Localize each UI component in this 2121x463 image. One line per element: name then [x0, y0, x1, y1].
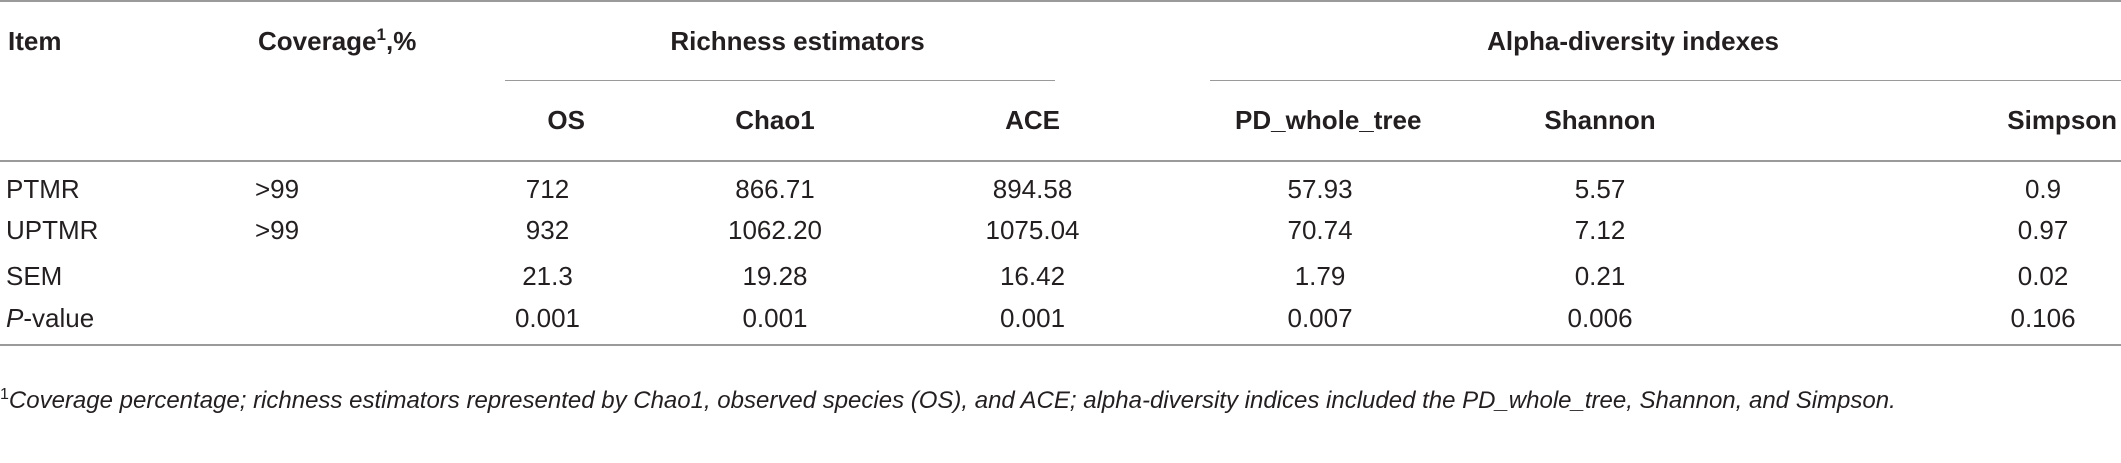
row-shannon: 0.006	[1567, 303, 1633, 333]
row-coverage	[160, 253, 430, 299]
richness-group-rule	[505, 80, 1056, 81]
row-simpson: 0.106	[2010, 303, 2076, 333]
row-chao1: 0.001	[742, 303, 808, 333]
row-ace: 894.58	[992, 174, 1073, 204]
row-coverage	[160, 299, 430, 345]
row-simpson: 0.97	[2017, 214, 2069, 245]
header-row-columns: OS Chao1 ACE PD_whole_tree Shannon Simps…	[0, 81, 2121, 161]
row-item: P-value	[6, 303, 95, 333]
header-simpson: Simpson	[2007, 105, 2118, 135]
header-richness-group: Richness estimators	[430, 1, 1135, 81]
header-chao1: Chao1	[735, 105, 815, 135]
row-chao1: 866.71	[735, 174, 815, 204]
header-blank-coverage	[160, 81, 430, 161]
table-row: SEM 21.3 19.28 16.42 1.79 0.21 0.02	[0, 253, 2121, 299]
richness-group-label: Richness estimators	[670, 26, 925, 56]
footnote-text: Coverage percentage; richness estimators…	[8, 387, 1896, 414]
table-row: P-value 0.001 0.001 0.001 0.007 0.006 0.…	[0, 299, 2121, 345]
row-item: SEM	[6, 260, 63, 291]
row-simpson: 0.9	[2024, 174, 2062, 204]
header-alpha-group: Alpha-diversity indexes	[1135, 1, 2121, 81]
row-coverage: >99	[255, 174, 300, 204]
row-coverage: >99	[255, 214, 300, 245]
row-chao1: 19.28	[742, 260, 808, 291]
row-ace: 16.42	[999, 260, 1066, 291]
header-os: OS	[547, 105, 585, 135]
row-os: 0.001	[514, 303, 581, 333]
row-ace: 0.001	[999, 303, 1066, 333]
alpha-group-label: Alpha-diversity indexes	[1487, 26, 1779, 56]
header-item: Item	[8, 26, 62, 56]
row-ace: 1075.04	[985, 214, 1080, 245]
p-italic: P	[6, 303, 24, 333]
header-ace: ACE	[1005, 105, 1061, 135]
row-pd: 0.007	[1287, 303, 1353, 333]
row-os: 712	[525, 174, 570, 204]
row-shannon: 5.57	[1574, 174, 1626, 204]
coverage-footnote-marker: 1	[376, 25, 386, 44]
footnote-marker: 1	[0, 386, 9, 403]
table-row: PTMR >99 712 866.71 894.58 57.93 5.57 0.…	[0, 161, 2121, 207]
row-item: UPTMR	[6, 214, 99, 245]
row-chao1: 1062.20	[728, 214, 822, 245]
row-pd: 1.79	[1294, 260, 1346, 291]
header-blank-item	[0, 81, 160, 161]
header-coverage: Coverage1,%	[258, 25, 417, 56]
header-pd-whole-tree: PD_whole_tree	[1235, 105, 1422, 135]
table-footnote: 1Coverage percentage; richness estimator…	[0, 384, 2115, 418]
alpha-group-rule	[1210, 80, 2121, 81]
row-os: 21.3	[522, 260, 573, 291]
header-row-groups: Item Coverage1,% Richness estimators Alp…	[0, 1, 2121, 81]
row-os: 932	[525, 214, 570, 245]
row-pd: 57.93	[1287, 174, 1353, 204]
row-item: PTMR	[6, 174, 80, 204]
row-shannon: 7.12	[1574, 214, 1626, 245]
table-row: UPTMR >99 932 1062.20 1075.04 70.74 7.12…	[0, 207, 2121, 253]
header-shannon: Shannon	[1544, 105, 1656, 135]
row-shannon: 0.21	[1574, 260, 1626, 291]
diversity-table: Item Coverage1,% Richness estimators Alp…	[0, 1, 2121, 345]
row-pd: 70.74	[1287, 214, 1353, 245]
row-simpson: 0.02	[2017, 260, 2069, 291]
